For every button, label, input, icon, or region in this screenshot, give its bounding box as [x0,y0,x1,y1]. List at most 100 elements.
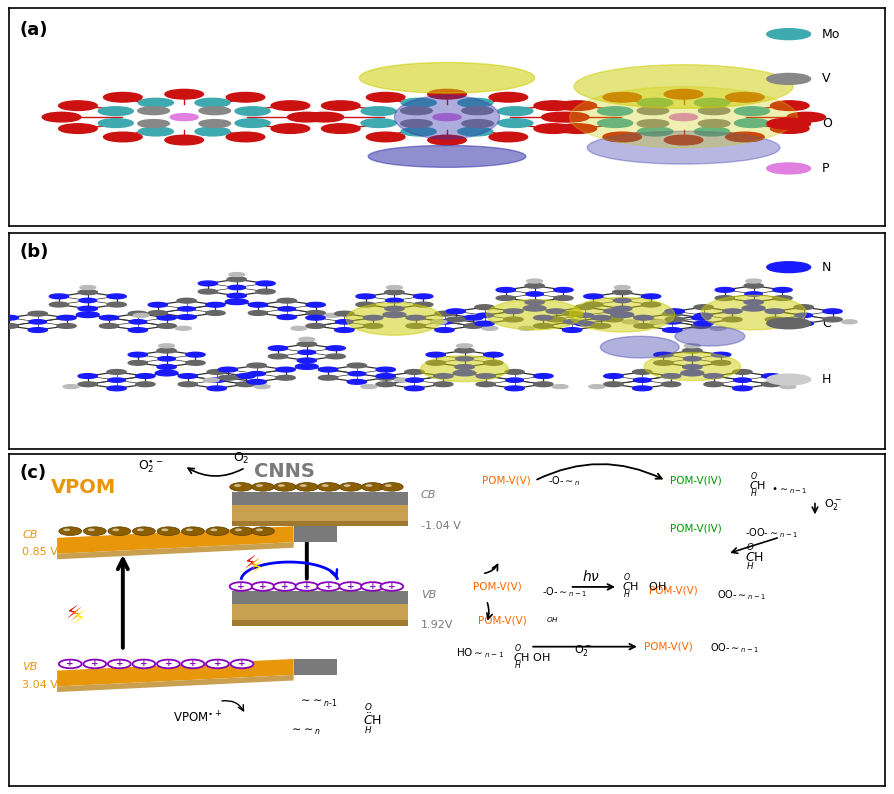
Circle shape [603,374,623,379]
Circle shape [614,286,630,290]
Circle shape [745,292,763,296]
Text: V: V [822,72,831,86]
Ellipse shape [587,131,780,164]
Circle shape [446,317,466,322]
Circle shape [767,118,811,129]
Circle shape [762,382,780,387]
Circle shape [138,106,169,114]
Circle shape [208,378,225,382]
Circle shape [231,527,253,535]
Circle shape [734,378,751,382]
Text: +: + [115,660,123,669]
Text: +: + [388,582,396,591]
Text: $\text{-O-}\sim_{n-1}$: $\text{-O-}\sim_{n-1}$ [542,585,586,599]
Circle shape [525,283,544,288]
Circle shape [29,320,46,324]
Circle shape [552,384,568,388]
Circle shape [226,132,265,142]
Text: C: C [822,317,831,330]
Circle shape [591,324,611,328]
Circle shape [256,289,275,294]
Circle shape [505,386,524,391]
Circle shape [218,376,238,380]
Circle shape [138,120,169,128]
Circle shape [59,124,97,133]
Circle shape [271,124,309,133]
Circle shape [128,311,148,316]
Circle shape [464,315,483,320]
Circle shape [685,344,700,348]
Circle shape [276,376,295,380]
Circle shape [99,315,119,320]
Text: ⚡: ⚡ [65,604,79,622]
Text: ⚡: ⚡ [250,560,263,578]
Circle shape [455,349,474,353]
Text: POM-V(IV): POM-V(IV) [670,476,722,486]
Circle shape [641,294,661,299]
Circle shape [622,320,638,324]
Circle shape [434,328,454,333]
Text: VPOM$^{\bullet+}$: VPOM$^{\bullet+}$ [173,711,222,726]
Circle shape [326,346,345,351]
Circle shape [175,326,191,330]
Circle shape [108,378,125,382]
Circle shape [553,287,573,292]
Ellipse shape [486,299,583,330]
Circle shape [489,92,527,102]
Circle shape [236,382,255,387]
Polygon shape [57,675,293,692]
Circle shape [276,367,295,372]
Circle shape [295,582,318,591]
Circle shape [435,320,453,324]
Circle shape [462,106,493,114]
Circle shape [159,344,174,348]
Circle shape [277,314,297,319]
Circle shape [199,106,231,114]
Circle shape [662,311,682,316]
Circle shape [637,106,669,114]
Circle shape [361,582,384,591]
Text: $\sim\!\sim_n$: $\sim\!\sim_n$ [290,726,321,737]
Circle shape [326,354,345,359]
Circle shape [694,322,713,326]
Circle shape [715,295,735,300]
Text: $\overset{O}{\underset{H}{C}}$H   OH: $\overset{O}{\underset{H}{C}}$H OH [622,572,667,602]
Text: CB: CB [22,530,38,540]
Circle shape [108,527,131,535]
Text: $\text{OO-}\sim_{n-1}$: $\text{OO-}\sim_{n-1}$ [710,642,759,655]
Circle shape [277,299,297,303]
Circle shape [335,320,353,324]
Circle shape [546,317,566,322]
Circle shape [722,317,742,322]
Circle shape [704,374,723,379]
Circle shape [406,315,426,320]
Circle shape [401,98,436,107]
Circle shape [78,290,97,295]
Circle shape [251,582,274,591]
Text: $h\nu$: $h\nu$ [583,569,601,584]
Ellipse shape [701,295,806,330]
Circle shape [722,309,742,314]
Circle shape [104,92,142,102]
Circle shape [178,306,196,311]
Circle shape [795,313,813,318]
Circle shape [83,527,106,535]
Text: +: + [347,582,354,591]
Circle shape [306,315,325,320]
Circle shape [664,90,703,99]
Circle shape [476,313,493,318]
Circle shape [148,310,167,315]
Circle shape [464,324,483,328]
Ellipse shape [675,326,745,346]
Circle shape [322,484,329,487]
Circle shape [376,376,395,380]
Circle shape [162,529,168,531]
Circle shape [794,322,814,326]
Text: +: + [238,660,246,669]
Circle shape [98,119,133,128]
Circle shape [462,120,493,128]
Circle shape [482,326,498,330]
Circle shape [527,279,543,283]
Circle shape [57,315,76,320]
Circle shape [765,309,785,314]
